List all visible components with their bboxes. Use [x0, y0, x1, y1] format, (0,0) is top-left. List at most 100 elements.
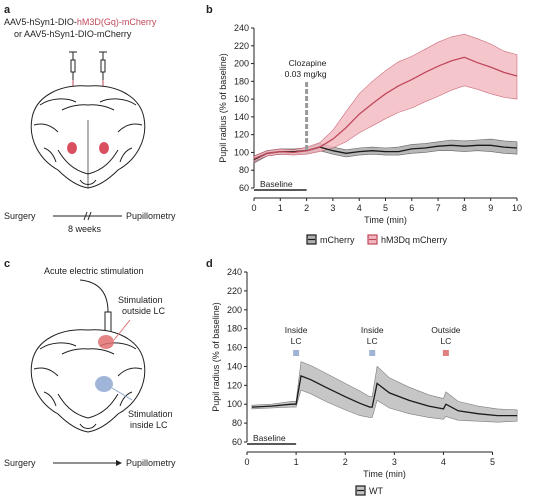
timeline-a-start: Surgery: [4, 211, 36, 221]
panel-a: a AAV5-hSyn1-DIO-hM3D(Gq)-mCherry or AAV…: [4, 4, 176, 234]
b-xtick-label-8: 8: [462, 203, 467, 213]
chart-b-annotation: Clozapine 0.03 mg/kg: [285, 58, 327, 152]
b-ytick-label-200: 200: [234, 59, 249, 69]
b-ytick-label-240: 240: [234, 23, 249, 33]
pointer-outside: [113, 319, 131, 341]
d-ytick-label-60: 60: [232, 437, 242, 447]
timeline-a-end: Pupillometry: [126, 211, 176, 221]
d-ytick-label-180: 180: [227, 324, 242, 334]
chart-b-baseline: Baseline: [254, 179, 307, 191]
virus-line-2: or AAV5-hSyn1-DIO-mCherry: [14, 29, 132, 39]
timeline-break-mark: [83, 211, 88, 221]
timeline-c-start: Surgery: [4, 458, 36, 468]
panel-a-letter: a: [4, 4, 11, 16]
b-band-1: [253, 33, 518, 162]
legend-d: WT: [355, 485, 383, 496]
baseline-label-d: Baseline: [253, 433, 286, 443]
panel-c: c Acute electric stimulation Stimulation…: [4, 258, 176, 468]
panel-b: b Pupil radius (% of baseline) Time (min…: [206, 4, 522, 245]
stim-title: Acute electric stimulation: [44, 266, 144, 276]
timeline-a-gap: 8 weeks: [68, 224, 102, 234]
panel-d-letter: d: [206, 258, 213, 270]
b-xtick-label-0: 0: [251, 203, 256, 213]
b-xtick-label-4: 4: [357, 203, 362, 213]
syringe-left-icon: [69, 51, 77, 80]
stim-outside-label-2: outside LC: [122, 306, 166, 316]
chart-b-xlabel: Time (min): [364, 215, 407, 225]
stim-outside-spot: [98, 335, 114, 349]
clozapine-label: Clozapine: [289, 58, 327, 68]
b-xtick-label-1: 1: [278, 203, 283, 213]
annot-inside-2-l1: Inside: [361, 325, 384, 335]
d-ytick-label-240: 240: [227, 267, 242, 277]
d-xtick-label-3: 3: [392, 457, 397, 467]
b-xtick-label-10: 10: [512, 203, 522, 213]
b-xtick-label-6: 6: [409, 203, 414, 213]
b-ytick-label-100: 100: [234, 147, 249, 157]
stim-marker-0: [293, 350, 300, 356]
panel-c-letter: c: [4, 258, 10, 270]
legend-hm3dq-label: hM3Dq mCherry: [381, 235, 448, 245]
b-ytick-label-160: 160: [234, 94, 249, 104]
virus-line-1: AAV5-hSyn1-DIO-hM3D(Gq)-mCherry: [4, 17, 157, 27]
d-ytick-label-80: 80: [232, 418, 242, 428]
d-line-0: [251, 375, 518, 417]
d-xtick-label-1: 1: [294, 457, 299, 467]
clozapine-dose-label: 0.03 mg/kg: [285, 69, 327, 79]
stim-marker-2: [442, 350, 449, 356]
d-ytick-label-200: 200: [227, 305, 242, 315]
legend-mcherry-label: mCherry: [320, 235, 355, 245]
b-ytick-label-80: 80: [239, 165, 249, 175]
d-xtick-label-5: 5: [490, 457, 495, 467]
stim-inside-spot: [95, 376, 113, 392]
chart-b-axes: 60 80 100 120 140 160 180 200 220 240 0 1 2 3 4 5 6 7 8 9 10: [234, 23, 522, 213]
b-ytick-label-60: 60: [239, 183, 249, 193]
b-xtick-label-7: 7: [436, 203, 441, 213]
chart-d-xlabel: Time (min): [363, 469, 406, 479]
d-ytick-label-160: 160: [227, 343, 242, 353]
legend-b: mCherry hM3Dq mCherry: [306, 234, 448, 245]
annot-inside-1-l1: Inside: [285, 325, 308, 335]
chart-b-bands: [253, 33, 518, 164]
timeline-c-end: Pupillometry: [126, 458, 176, 468]
stim-outside-label-1: Stimulation: [118, 295, 163, 305]
d-ytick-label-100: 100: [227, 399, 242, 409]
annot-outside-l1: Outside: [431, 325, 461, 335]
chart-d-annotations: Inside LC Inside LC Outside LC: [285, 325, 461, 356]
b-ytick-label-120: 120: [234, 130, 249, 140]
pointer-inside: [111, 387, 133, 401]
d-xtick-label-2: 2: [343, 457, 348, 467]
annot-inside-1-l2: LC: [291, 336, 302, 346]
legend-wt-label: WT: [369, 486, 383, 496]
d-ytick-label-220: 220: [227, 286, 242, 296]
chart-b-lines: [253, 56, 518, 161]
lc-target-right: [99, 142, 109, 154]
panel-d: d Pupil radius (% of baseline) Time (min…: [206, 258, 518, 496]
brain-section-c-icon: [30, 329, 146, 433]
panel-b-letter: b: [206, 4, 213, 16]
chart-d-axes: 60 80 100 120 140 160 180 200 220 240 0 1 2 3 4 5: [227, 267, 495, 467]
stim-marker-1: [369, 350, 376, 356]
b-xtick-label-3: 3: [330, 203, 335, 213]
stim-cable: [79, 279, 109, 313]
virus-prefix: AAV5-hSyn1-DIO-: [4, 17, 77, 27]
stim-inside-label-1: Stimulation: [128, 409, 173, 419]
brain-section-a-icon: [30, 85, 146, 189]
b-xtick-label-5: 5: [383, 203, 388, 213]
annot-outside-l2: LC: [440, 336, 451, 346]
timeline-break-mark-2: [87, 211, 92, 221]
b-ytick-label-180: 180: [234, 76, 249, 86]
d-xtick-label-4: 4: [441, 457, 446, 467]
chart-d-baseline: Baseline: [247, 433, 297, 445]
baseline-label-b: Baseline: [260, 179, 293, 189]
virus-highlight: hM3D(Gq)-mCherry: [77, 17, 157, 27]
stim-inside-label-2: inside LC: [130, 420, 168, 430]
chart-b-ylabel: Pupil radius (% of baseline): [218, 53, 228, 163]
annot-inside-2-l2: LC: [367, 336, 378, 346]
b-line-1: [253, 56, 518, 160]
b-xtick-label-9: 9: [488, 203, 493, 213]
timeline-arrow-icon: [116, 460, 122, 466]
chart-d-ylabel: Pupil radius (% of baseline): [211, 302, 221, 412]
d-ytick-label-120: 120: [227, 380, 242, 390]
d-xtick-label-0: 0: [244, 457, 249, 467]
